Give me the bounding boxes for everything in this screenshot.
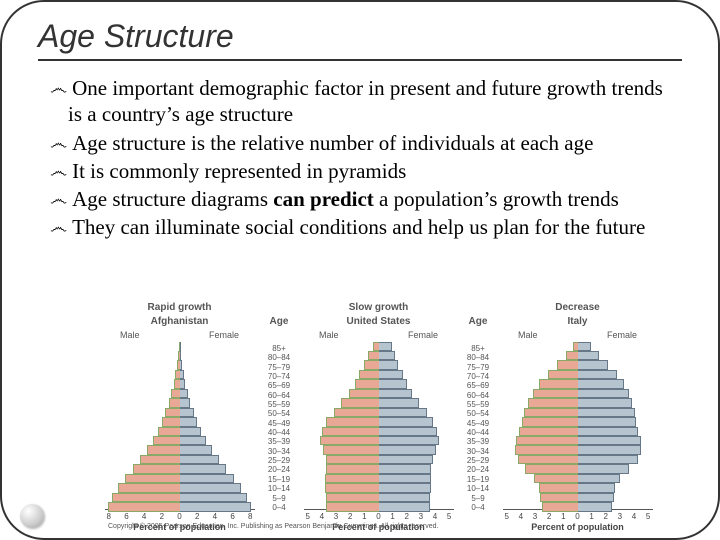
bullet-item: ෴ They can illuminate social conditions … [50, 214, 682, 240]
male-female-labels: MaleFemale [500, 330, 655, 342]
pyramid-title: Decrease [555, 302, 599, 316]
x-axis-label: Percent of population [531, 522, 624, 532]
x-ticks: 54321012345 [304, 512, 454, 521]
bullet-list: ෴ One important demographic factor in pr… [30, 69, 690, 241]
x-ticks: 54321012345 [503, 512, 653, 521]
pyramid-united-states: Slow growthUnited StatesMaleFemale 543210… [301, 302, 456, 532]
male-female-labels: MaleFemale [301, 330, 456, 342]
figure-copyright: Copyright © 2005 Pearson Education, Inc.… [102, 521, 444, 532]
pyramid-italy: DecreaseItalyMaleFemale 54321012345Percen… [500, 302, 655, 532]
age-header: Age [270, 316, 289, 330]
pyramid-bars [105, 342, 255, 510]
bullet-item: ෴ Age structure diagrams can predict a p… [50, 186, 682, 212]
slide-frame: Age Structure ෴ One important demographi… [0, 0, 720, 540]
slide-title: Age Structure [38, 18, 682, 61]
x-ticks: 864202468 [105, 512, 255, 521]
page-number-badge [20, 504, 44, 528]
pyramid-bars [304, 342, 454, 510]
bullet-item: ෴ Age structure is the relative number o… [50, 130, 682, 156]
bullet-item: ෴ It is commonly represented in pyramids [50, 158, 682, 184]
age-structure-figure: Rapid growthAfghanistanMaleFemale8642024… [102, 302, 662, 532]
pyramid-country: Italy [567, 316, 587, 330]
age-axis: Age85+80–8475–7970–7465–6960–6455–5950–5… [257, 302, 301, 532]
bullet-item: ෴ One important demographic factor in pr… [50, 75, 682, 128]
pyramid-afghanistan: Rapid growthAfghanistanMaleFemale 8642024… [102, 302, 257, 532]
pyramid-title: Rapid growth [148, 302, 212, 316]
pyramid-title: Slow growth [349, 302, 408, 316]
pyramid-country: Afghanistan [151, 316, 209, 330]
male-female-labels: MaleFemale [102, 330, 257, 342]
age-axis: Age85+80–8475–7970–7465–6960–6455–5950–5… [456, 302, 500, 532]
pyramid-bars [503, 342, 653, 510]
age-header: Age [469, 316, 488, 330]
pyramid-country: United States [347, 316, 411, 330]
